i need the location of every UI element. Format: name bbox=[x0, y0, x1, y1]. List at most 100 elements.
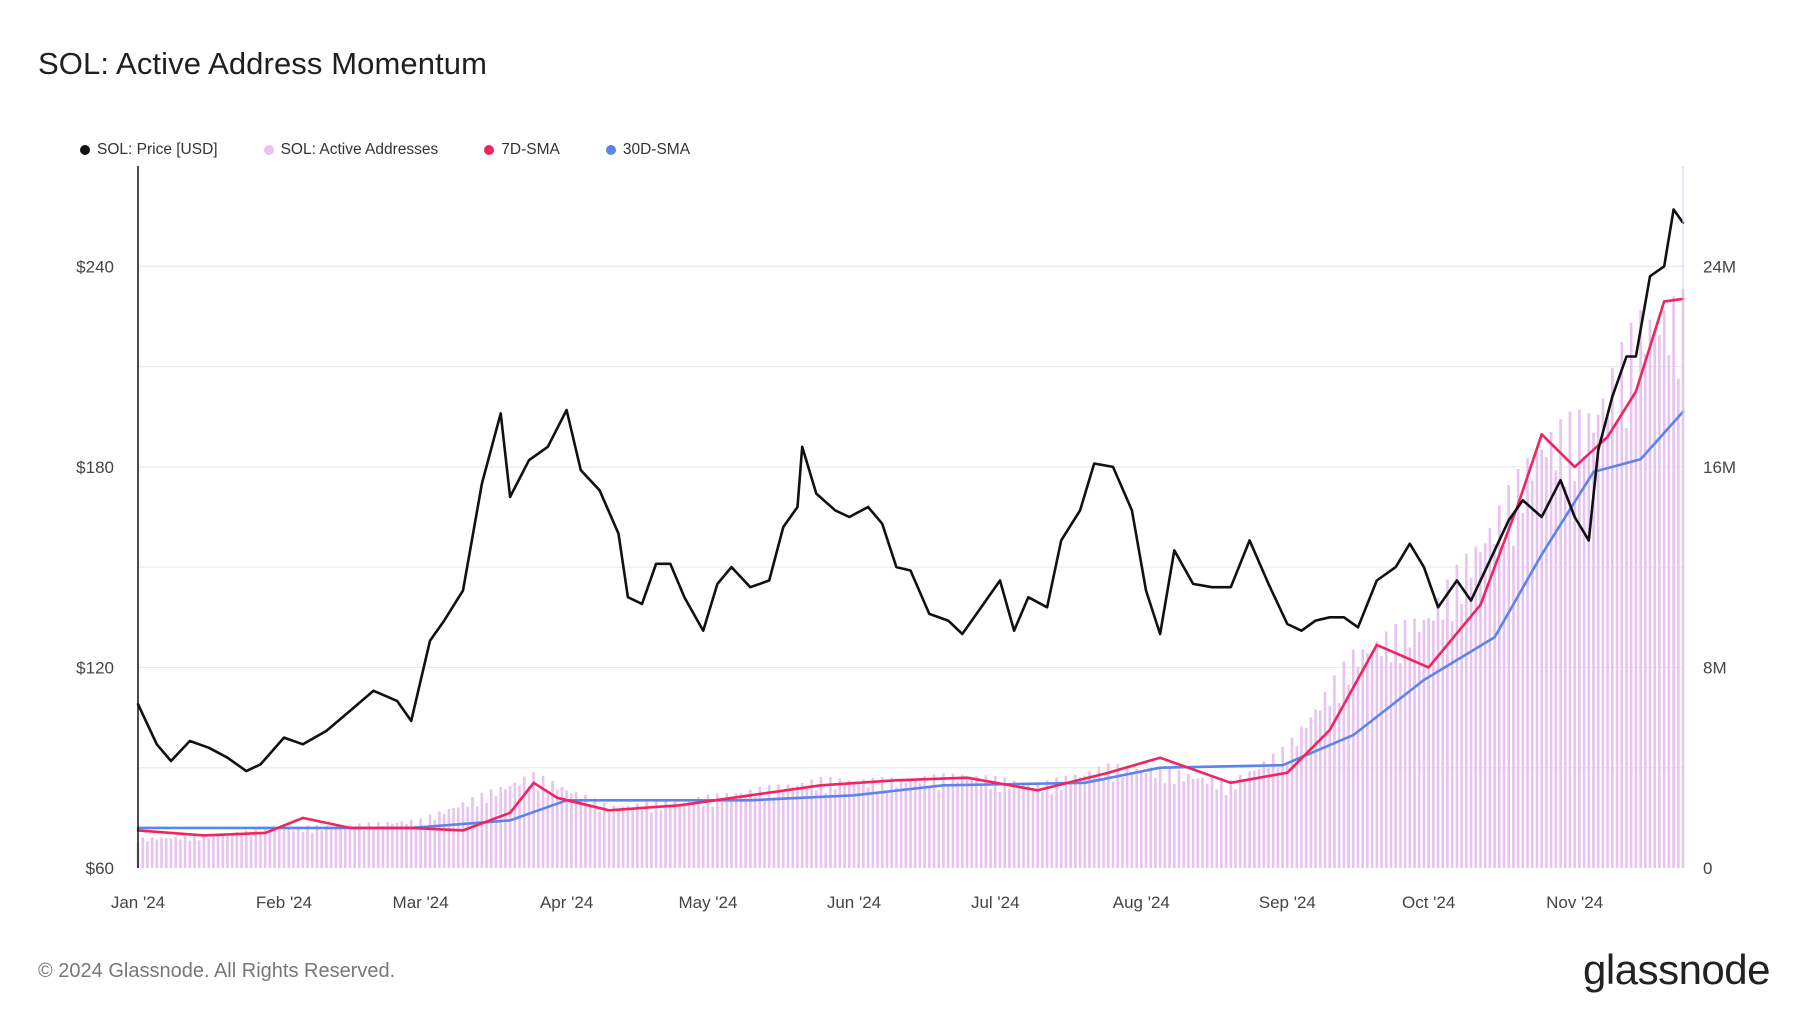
active-address-bar bbox=[1059, 789, 1063, 868]
active-address-bar bbox=[951, 773, 955, 868]
active-address-bar bbox=[1253, 770, 1256, 868]
active-address-bar bbox=[273, 828, 276, 868]
active-address-bar bbox=[310, 832, 314, 868]
active-address-bar bbox=[1394, 624, 1397, 868]
active-address-bar bbox=[226, 833, 229, 868]
active-address-bar bbox=[1215, 789, 1218, 868]
active-address-bar bbox=[419, 818, 422, 868]
active-address-bar bbox=[993, 775, 997, 868]
active-address-bar bbox=[1648, 319, 1652, 868]
active-address-bar bbox=[193, 835, 196, 868]
active-address-bar bbox=[1672, 296, 1675, 868]
active-address-bar bbox=[1309, 717, 1313, 868]
active-address-bar bbox=[866, 787, 870, 868]
sma7-line[interactable] bbox=[136, 297, 1685, 837]
sma7-series bbox=[136, 297, 1685, 837]
active-address-bar bbox=[1620, 342, 1624, 868]
active-address-bar bbox=[1384, 631, 1388, 868]
active-address-bar bbox=[348, 824, 352, 868]
x-tick-label: Feb '24 bbox=[256, 893, 312, 912]
active-address-bar bbox=[617, 808, 620, 868]
active-address-bar bbox=[876, 791, 879, 868]
active-address-bar bbox=[979, 783, 983, 868]
legend-item-active-addresses[interactable]: SOL: Active Addresses bbox=[263, 141, 438, 159]
x-tick-label: Apr '24 bbox=[540, 893, 593, 912]
active-address-bar bbox=[862, 779, 865, 868]
active-address-bar bbox=[1323, 691, 1327, 868]
legend-item-30d-sma[interactable]: 30D-SMA bbox=[605, 141, 691, 159]
active-address-bar bbox=[1625, 427, 1628, 868]
price-line[interactable] bbox=[136, 208, 1685, 773]
active-address-bar bbox=[527, 785, 531, 868]
left-tick-label: $120 bbox=[76, 658, 114, 677]
active-address-bar bbox=[1361, 649, 1364, 868]
active-address-bar bbox=[1224, 795, 1228, 868]
active-address-bar bbox=[1154, 777, 1157, 868]
active-address-bar bbox=[386, 822, 389, 868]
active-address-bar bbox=[1088, 771, 1091, 868]
legend-item-7d-sma[interactable]: 7D-SMA bbox=[484, 141, 560, 159]
glassnode-logo[interactable]: glassnode bbox=[1583, 946, 1770, 993]
active-address-bar bbox=[1545, 456, 1548, 868]
active-address-bar bbox=[1502, 545, 1506, 868]
active-address-bar bbox=[603, 802, 606, 868]
active-address-bar bbox=[777, 784, 780, 868]
active-address-bar bbox=[174, 836, 177, 868]
active-address-bar bbox=[1097, 766, 1101, 868]
active-address-bar bbox=[480, 792, 484, 868]
active-address-bar bbox=[1107, 763, 1110, 868]
active-address-bar bbox=[1281, 746, 1284, 868]
active-address-bar bbox=[1238, 775, 1242, 868]
active-address-bar bbox=[621, 806, 625, 868]
active-address-bar bbox=[1300, 726, 1303, 868]
active-address-bar bbox=[320, 830, 324, 868]
active-address-bar bbox=[329, 828, 333, 868]
legend-item-price[interactable]: SOL: Price [USD] bbox=[80, 141, 218, 159]
active-address-bar bbox=[1295, 746, 1299, 868]
active-address-bar bbox=[1629, 322, 1633, 868]
active-address-bar bbox=[1582, 456, 1586, 868]
active-address-bar bbox=[1229, 779, 1233, 868]
active-address-bar bbox=[202, 835, 206, 868]
active-address-bar bbox=[965, 777, 969, 868]
active-address-bar bbox=[1441, 619, 1445, 868]
active-address-bar bbox=[1041, 791, 1044, 868]
legend-label-30d-sma: 30D-SMA bbox=[622, 141, 691, 158]
active-address-bar bbox=[1403, 619, 1407, 868]
active-address-bar bbox=[1130, 773, 1134, 868]
active-address-bar bbox=[372, 828, 375, 868]
active-address-bar bbox=[358, 823, 361, 868]
active-address-bar bbox=[1347, 684, 1350, 868]
active-address-bar bbox=[546, 790, 550, 868]
active-address-bar bbox=[1210, 777, 1214, 868]
active-address-bar bbox=[1380, 656, 1383, 868]
active-address-bar bbox=[1366, 653, 1369, 868]
active-address-bar bbox=[301, 832, 305, 868]
active-address-bar bbox=[1248, 771, 1251, 868]
active-address-bar bbox=[1474, 546, 1478, 868]
active-address-bar bbox=[1177, 770, 1181, 868]
active-address-bar bbox=[1676, 378, 1680, 868]
active-address-bar bbox=[325, 825, 328, 868]
active-address-bar bbox=[1045, 780, 1049, 868]
active-address-bar bbox=[1163, 783, 1167, 868]
active-address-bar bbox=[1455, 564, 1459, 868]
legend-dot-price bbox=[80, 145, 90, 155]
active-address-bar bbox=[1191, 779, 1195, 868]
active-address-bar bbox=[918, 783, 922, 868]
active-address-bar bbox=[504, 789, 507, 868]
active-address-bar bbox=[560, 786, 564, 868]
active-address-bar bbox=[1140, 770, 1143, 868]
active-address-bar bbox=[541, 775, 545, 868]
active-address-bar bbox=[791, 787, 795, 868]
active-address-bar bbox=[635, 803, 639, 868]
legend-dot-30d-sma bbox=[605, 145, 616, 155]
sma30-line[interactable] bbox=[136, 410, 1685, 830]
active-address-bar bbox=[588, 807, 592, 868]
active-address-bar bbox=[1036, 784, 1039, 868]
active-address-bar bbox=[376, 822, 380, 868]
active-address-bar bbox=[1092, 777, 1096, 868]
active-address-bar bbox=[1422, 620, 1426, 868]
legend-label-price: SOL: Price [USD] bbox=[97, 141, 218, 158]
